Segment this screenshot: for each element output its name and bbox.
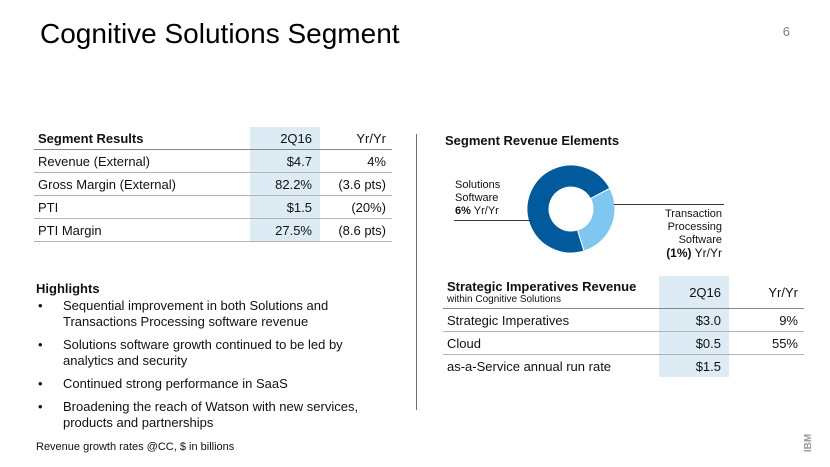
segment-revenue-title: Segment Revenue Elements	[445, 133, 620, 148]
row-label: PTI	[34, 195, 250, 219]
table-row: Strategic Imperatives $3.0 9%	[443, 308, 804, 332]
list-item: • Continued strong performance in SaaS	[36, 376, 381, 392]
list-item: • Sequential improvement in both Solution…	[36, 298, 381, 330]
row-label: as-a-Service annual run rate	[447, 358, 612, 374]
ibm-logo-text: IBM	[803, 434, 814, 452]
page-title: Cognitive Solutions Segment	[40, 18, 400, 49]
transaction-leader-line	[614, 204, 724, 205]
table-row: Gross Margin (External) 82.2% (3.6 pts)	[34, 172, 392, 196]
table-header-row: Segment Results 2Q16 Yr/Yr	[34, 127, 392, 150]
bullet-icon: •	[38, 337, 43, 352]
row-quarter-value: $0.5	[659, 331, 729, 355]
header-label: Segment Results	[34, 127, 250, 150]
column-divider	[416, 134, 417, 410]
row-yr-yr-value: (20%)	[320, 195, 392, 219]
row-quarter-value: $4.7	[250, 149, 320, 173]
row-yr-yr-value: 9%	[729, 308, 804, 332]
row-yr-yr-value: (8.6 pts)	[320, 218, 392, 242]
row-yr-yr-value: (3.6 pts)	[320, 172, 392, 196]
highlight-text: Continued strong performance in SaaS	[63, 376, 288, 391]
bullet-icon: •	[38, 399, 43, 414]
row-yr-yr-value: 4%	[320, 149, 392, 173]
list-item: • Solutions software growth continued to …	[36, 337, 381, 369]
solutions-software-label: Solutions Software 6% Yr/Yr	[455, 179, 500, 218]
row-yr-yr-value	[729, 355, 804, 378]
highlight-text: Sequential improvement in both Solutions…	[63, 298, 329, 329]
ibm-logo-icon: IBM	[803, 434, 814, 452]
strategic-imperatives-table: Strategic Imperatives Revenue within Cog…	[443, 276, 804, 377]
footnote: Revenue growth rates @CC, $ in billions	[36, 441, 235, 453]
solutions-line2: Software	[455, 192, 499, 204]
highlight-text: Broadening the reach of Watson with new …	[63, 399, 359, 430]
table-row: PTI Margin 27.5% (8.6 pts)	[34, 218, 392, 242]
row-label: PTI Margin	[34, 218, 250, 242]
highlights-list: • Sequential improvement in both Solution…	[36, 298, 381, 438]
bullet-icon: •	[38, 376, 43, 391]
page-number: 6	[782, 24, 790, 39]
solutions-yr-yr: Yr/Yr	[473, 205, 499, 217]
transaction-growth: (1%) Yr/Yr	[618, 247, 722, 260]
transaction-line2: Processing	[667, 221, 722, 233]
table-header-row: Strategic Imperatives Revenue within Cog…	[443, 276, 804, 309]
table-row: as-a-Service annual run rate $1.5	[443, 354, 804, 378]
row-yr-yr-value: 55%	[729, 331, 804, 355]
transaction-line3: Software	[678, 234, 722, 246]
solutions-growth: 6% Yr/Yr	[455, 205, 500, 218]
header-subtitle: within Cognitive Solutions	[447, 294, 561, 305]
row-quarter-value: 27.5%	[250, 218, 320, 242]
table-row: Revenue (External) $4.7 4%	[34, 149, 392, 173]
transaction-yr-yr: Yr/Yr	[694, 246, 722, 260]
header-label: Strategic Imperatives Revenue within Cog…	[443, 276, 659, 309]
donut-segment-solutions	[526, 164, 611, 254]
row-label: Gross Margin (External)	[34, 172, 250, 196]
header-quarter: 2Q16	[659, 276, 729, 309]
revenue-donut-chart	[526, 164, 616, 254]
donut-segment-transaction	[576, 187, 616, 252]
transaction-processing-label: Transaction Processing Software (1%) Yr/…	[618, 208, 722, 260]
row-quarter-value: $1.5	[659, 354, 729, 377]
row-label: Strategic Imperatives	[443, 308, 659, 332]
solutions-line1: Solutions	[455, 179, 501, 191]
row-quarter-value: 82.2%	[250, 172, 320, 196]
solutions-leader-line	[454, 220, 532, 221]
highlight-text: Solutions software growth continued to b…	[63, 337, 343, 368]
header-yr-yr: Yr/Yr	[729, 276, 804, 309]
list-item: • Broadening the reach of Watson with new…	[36, 399, 381, 431]
row-label: Cloud	[443, 331, 659, 355]
segment-results-table: Segment Results 2Q16 Yr/Yr Revenue (Exte…	[34, 127, 392, 242]
row-label: Revenue (External)	[34, 149, 250, 173]
solutions-pct: 6%	[455, 205, 471, 217]
header-quarter: 2Q16	[250, 127, 320, 150]
table-row: Cloud $0.5 55%	[443, 331, 804, 355]
table-row: PTI $1.5 (20%)	[34, 195, 392, 219]
row-quarter-value: $3.0	[659, 308, 729, 332]
header-title: Strategic Imperatives Revenue	[447, 279, 637, 294]
transaction-line1: Transaction	[664, 208, 722, 220]
header-yr-yr: Yr/Yr	[320, 127, 392, 150]
transaction-pct: (1%)	[666, 246, 692, 260]
bullet-icon: •	[38, 298, 43, 313]
highlights-title: Highlights	[36, 281, 100, 296]
row-quarter-value: $1.5	[250, 195, 320, 219]
